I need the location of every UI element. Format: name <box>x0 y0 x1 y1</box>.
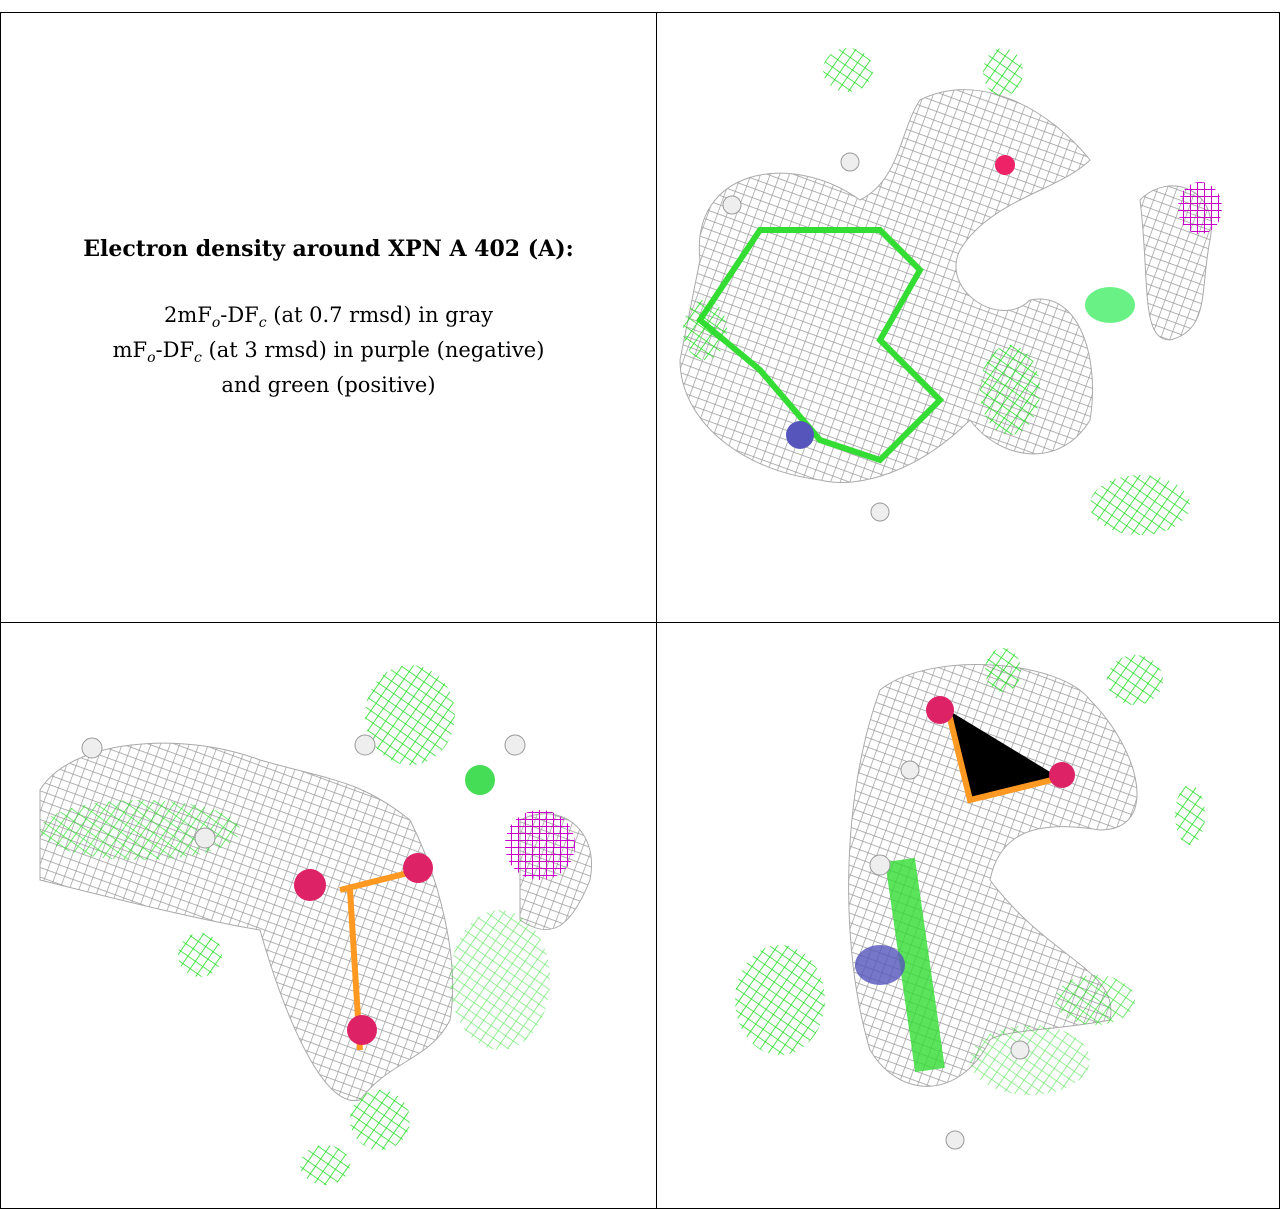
subscript: c <box>194 350 202 367</box>
caption-line: and green (positive) <box>113 372 545 399</box>
caption-lines: 2mFo-DFc (at 0.7 rmsd) in gray mFo-DFc (a… <box>113 302 545 399</box>
text-run: mF <box>112 338 148 362</box>
text-run: and green (positive) <box>221 373 436 398</box>
subscript: o <box>211 315 221 331</box>
molecule <box>39 665 592 1185</box>
caption-title: Electron density around XPN A 402 (A): <box>83 235 574 262</box>
text-run: (at 0.7 rmsd) in gray <box>266 302 494 327</box>
text-run: -DF <box>155 338 195 362</box>
text-run: (at 3 rmsd) in purple (negative) <box>201 338 545 362</box>
subscript: c <box>258 315 267 331</box>
caption-line: mFo-DFc (at 3 rmsd) in purple (negative) <box>113 337 545 372</box>
molecule <box>735 648 1205 1150</box>
subscript: o <box>147 350 156 367</box>
text-run: 2mF <box>163 302 212 327</box>
caption-line: 2mFo-DFc (at 0.7 rmsd) in gray <box>113 302 545 337</box>
molecule <box>679 48 1222 535</box>
caption-cell: Electron density around XPN A 402 (A): 2… <box>0 12 657 623</box>
text-run: -DF <box>220 302 259 327</box>
